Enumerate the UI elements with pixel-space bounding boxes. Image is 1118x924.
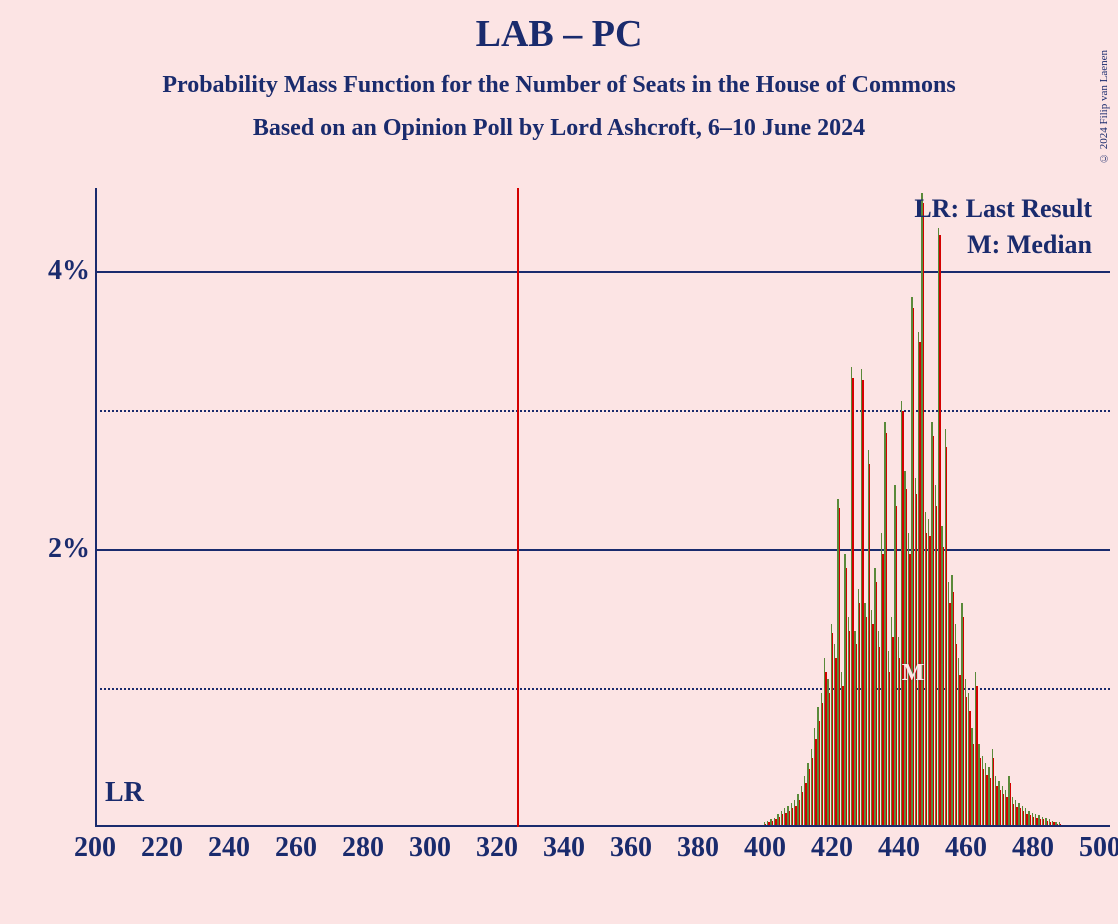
chart-subtitle-1: Probability Mass Function for the Number…: [0, 72, 1118, 99]
x-axis-tick-label: 240: [208, 832, 250, 864]
x-axis-tick-label: 300: [409, 832, 451, 864]
legend-last-result: LR: Last Result: [914, 194, 1092, 224]
x-axis-tick-label: 280: [342, 832, 384, 864]
x-axis-tick-label: 340: [543, 832, 585, 864]
x-axis-tick-label: 260: [275, 832, 317, 864]
x-axis-tick-label: 200: [74, 832, 116, 864]
x-axis-tick-label: 320: [476, 832, 518, 864]
pmf-bar-red: [1060, 824, 1061, 825]
chart-plot-area: LR M LR: Last Result M: Median: [95, 188, 1110, 827]
median-label: M: [902, 660, 925, 687]
chart-title: LAB – PC: [0, 0, 1118, 56]
x-axis-tick-label: 220: [141, 832, 183, 864]
x-axis-tick-label: 480: [1012, 832, 1054, 864]
x-axis-tick-label: 380: [677, 832, 719, 864]
x-axis-tick-label: 420: [811, 832, 853, 864]
x-axis-tick-label: 460: [945, 832, 987, 864]
x-axis-tick-label: 440: [878, 832, 920, 864]
y-axis-tick-label: 2%: [48, 533, 90, 565]
chart-subtitle-2: Based on an Opinion Poll by Lord Ashcrof…: [0, 115, 1118, 142]
copyright-text: © 2024 Filip van Laenen: [1098, 50, 1110, 164]
y-axis-tick-label: 4%: [48, 255, 90, 287]
x-axis-line: [95, 825, 1110, 827]
bars-container: [95, 188, 1110, 825]
x-axis-tick-label: 400: [744, 832, 786, 864]
x-axis-tick-label: 500: [1079, 832, 1118, 864]
legend-median: M: Median: [967, 230, 1092, 260]
x-axis-tick-label: 360: [610, 832, 652, 864]
